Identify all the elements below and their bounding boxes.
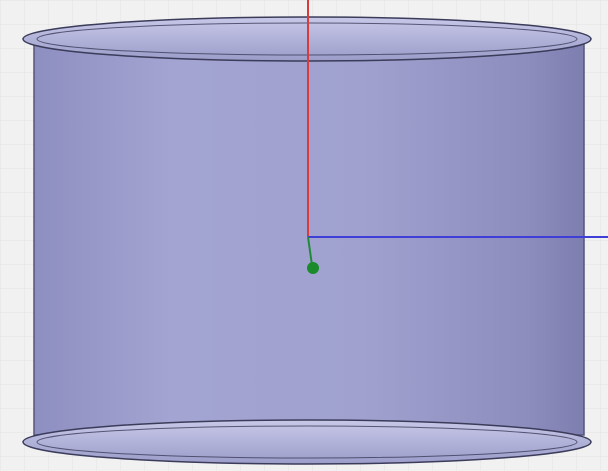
axes-triad — [307, 0, 608, 274]
cylinder-bottom-rim[interactable] — [22, 419, 592, 465]
z-axis-line — [307, 236, 313, 266]
origin-marker[interactable] — [307, 262, 319, 274]
cylinder-bottom-inner-edge — [36, 425, 578, 459]
